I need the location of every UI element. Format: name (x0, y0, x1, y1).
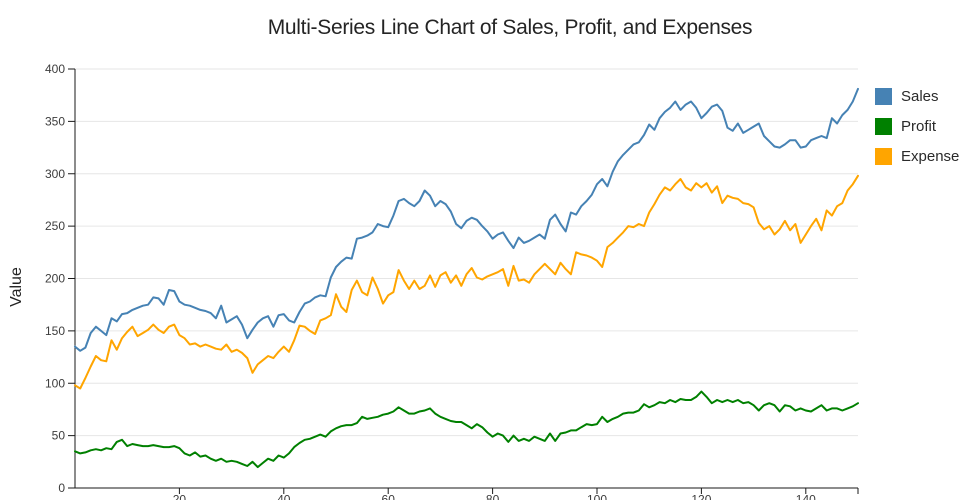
y-tick-label: 400 (45, 62, 65, 76)
y-axis-title: Value (8, 267, 25, 307)
legend: Sales Profit Expense (875, 88, 959, 178)
x-tick-label: 120 (691, 493, 711, 500)
legend-item-sales: Sales (875, 88, 959, 105)
y-tick-label: 200 (45, 272, 65, 286)
profit-swatch-icon (875, 118, 892, 135)
sales-swatch-icon (875, 88, 892, 105)
x-tick-label: 60 (382, 493, 396, 500)
chart-title: Multi-Series Line Chart of Sales, Profit… (267, 16, 753, 39)
legend-item-profit: Profit (875, 118, 959, 135)
y-tick-label: 350 (45, 114, 65, 128)
x-tick-label: 100 (587, 493, 607, 500)
series-line-sales (74, 87, 859, 352)
legend-item-expense: Expense (875, 148, 959, 165)
x-tick-label: 20 (173, 493, 187, 500)
series-line-expense (74, 174, 859, 390)
y-tick-label: 300 (45, 167, 65, 181)
legend-label-sales: Sales (901, 88, 939, 105)
x-tick-label: 140 (796, 493, 816, 500)
x-tick-label: 40 (277, 493, 291, 500)
y-tick-label: 150 (45, 324, 65, 338)
legend-label-profit: Profit (901, 118, 937, 135)
y-tick-label: 0 (58, 481, 65, 495)
legend-label-expense: Expense (901, 148, 960, 165)
y-tick-label: 250 (45, 219, 65, 233)
y-tick-label: 50 (52, 429, 66, 443)
x-tick-label: 80 (486, 493, 500, 500)
expense-swatch-icon (875, 148, 892, 165)
y-tick-label: 100 (45, 376, 65, 390)
series-line-profit (74, 390, 859, 469)
